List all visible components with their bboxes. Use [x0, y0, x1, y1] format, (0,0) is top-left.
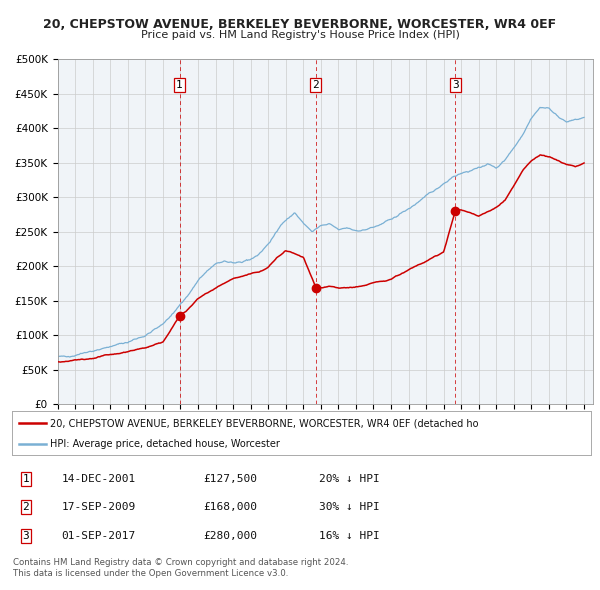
Text: 2: 2 [313, 80, 319, 90]
Text: 16% ↓ HPI: 16% ↓ HPI [319, 531, 380, 540]
Text: 1: 1 [23, 474, 29, 484]
Text: 1: 1 [176, 80, 183, 90]
Text: £280,000: £280,000 [203, 531, 257, 540]
Text: 14-DEC-2001: 14-DEC-2001 [61, 474, 136, 484]
Text: 2: 2 [23, 503, 29, 512]
Text: 3: 3 [452, 80, 459, 90]
Text: £168,000: £168,000 [203, 503, 257, 512]
Text: 3: 3 [23, 531, 29, 540]
Text: 01-SEP-2017: 01-SEP-2017 [61, 531, 136, 540]
Text: 20% ↓ HPI: 20% ↓ HPI [319, 474, 380, 484]
Text: 30% ↓ HPI: 30% ↓ HPI [319, 503, 380, 512]
Text: This data is licensed under the Open Government Licence v3.0.: This data is licensed under the Open Gov… [13, 569, 289, 578]
Text: Price paid vs. HM Land Registry's House Price Index (HPI): Price paid vs. HM Land Registry's House … [140, 30, 460, 40]
Text: 17-SEP-2009: 17-SEP-2009 [61, 503, 136, 512]
Text: £127,500: £127,500 [203, 474, 257, 484]
Text: 20, CHEPSTOW AVENUE, BERKELEY BEVERBORNE, WORCESTER, WR4 0EF: 20, CHEPSTOW AVENUE, BERKELEY BEVERBORNE… [43, 18, 557, 31]
Text: 20, CHEPSTOW AVENUE, BERKELEY BEVERBORNE, WORCESTER, WR4 0EF (detached ho: 20, CHEPSTOW AVENUE, BERKELEY BEVERBORNE… [50, 418, 478, 428]
Text: Contains HM Land Registry data © Crown copyright and database right 2024.: Contains HM Land Registry data © Crown c… [13, 558, 349, 567]
Text: HPI: Average price, detached house, Worcester: HPI: Average price, detached house, Worc… [50, 438, 280, 448]
